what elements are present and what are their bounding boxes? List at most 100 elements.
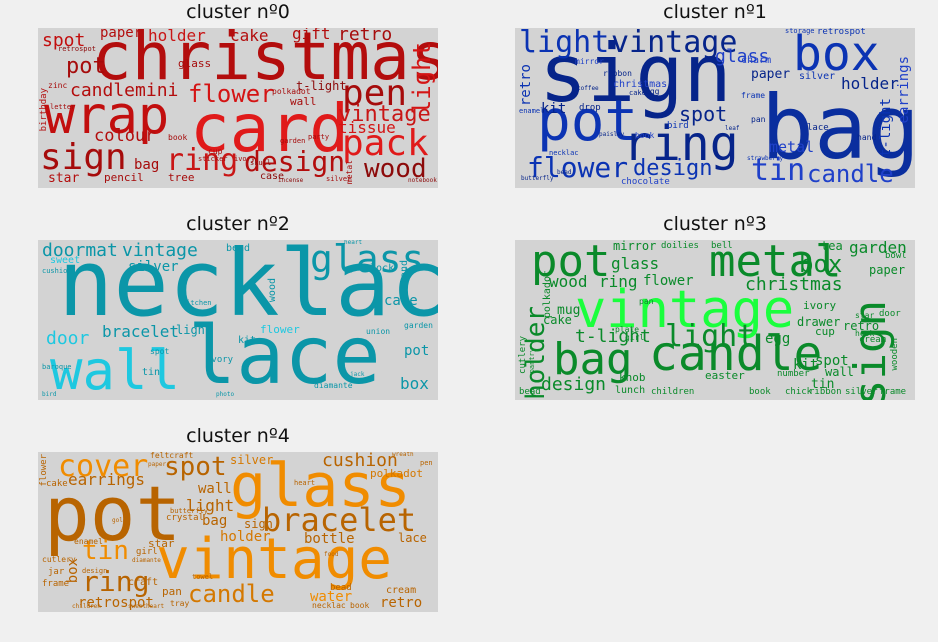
word: cake [384,293,418,309]
word: children [72,603,101,610]
word: pen [342,73,408,114]
word: cake [543,313,572,327]
word: cutlery [42,555,76,564]
word: chick [785,387,813,397]
word: vintage [611,28,738,60]
word-cloud: necklac lace wall glass doormat vintage … [38,240,438,400]
word: retro [518,64,534,107]
word: pan [751,115,766,124]
word: towel [192,573,214,581]
word: box [793,28,880,82]
word: book [749,387,771,397]
word: chocolate [621,177,670,187]
word: egg [765,331,791,347]
word: candle [807,160,894,188]
word: drop [579,103,601,113]
word: retro [843,319,880,333]
word: light [665,319,756,354]
word: ivory [803,299,837,312]
word: bead [519,387,541,397]
word: glass [178,57,212,70]
word: letter [50,103,76,111]
word: heart [294,479,316,487]
word: cushion [322,452,398,471]
word: retrospot [817,28,866,37]
word: retrospot [78,595,154,611]
word: frame [741,91,766,100]
word: wood [549,272,588,291]
word: flower [260,323,300,336]
word: sticker [198,155,228,163]
word: retrospot [58,45,96,53]
word: feltcraft [150,452,194,460]
word: glass [230,452,411,521]
word: sweet [50,255,81,266]
word: gold [112,517,127,524]
word: paper [100,28,143,41]
word: wood [364,154,427,184]
word: christmas [613,79,668,90]
cluster-panel-2: cluster nº2 necklac lace wall glass door… [38,213,438,430]
word: frame [879,387,907,397]
word: bead [226,243,251,254]
word: flower [188,80,275,108]
word: spot [164,452,227,482]
word: pot [537,89,639,154]
word: mirror [575,57,604,66]
word: case [260,171,285,182]
word: silver [230,453,274,467]
word: jar [48,567,65,577]
word: holder [220,529,271,545]
word: bead [557,169,572,176]
word: bird [42,391,57,398]
word: leaf [725,125,740,132]
word: metal [345,160,354,185]
word: ring [82,565,150,598]
word: pot [66,54,106,79]
word: book [635,131,655,140]
word: mug [557,303,581,318]
word: cup [815,325,835,338]
word: vintage [156,527,393,592]
cluster-title: cluster nº4 [186,425,290,447]
word: metal [709,240,842,287]
word: earrings [896,56,912,124]
word: gift [292,28,331,43]
word: cake [230,28,269,45]
word: pencil [104,171,144,184]
word: light [519,28,610,60]
cluster-panel-3: cluster nº3 vintage bag candle pot metal… [515,213,915,430]
word: tree [168,171,195,184]
word: bag [761,76,915,179]
word: glass [715,46,770,67]
cluster-title: cluster nº3 [663,213,767,235]
word: tin [751,153,806,188]
word: pot [404,343,430,359]
cluster-panel-4: cluster nº4 pot glass vintage bracelet c… [38,425,438,642]
word: paper [869,263,906,277]
word: polkadot [370,467,423,480]
word: vintage [575,280,795,340]
word-cloud: christmas card wrap sign pack ring desig… [38,28,438,188]
word: water [310,589,353,605]
word: tea [821,240,843,253]
word: tin [142,367,161,378]
word: wall [825,365,854,379]
word: number [777,369,810,379]
word: tissue [338,118,396,137]
word: diamante [314,381,353,390]
word: hand [857,133,877,142]
word: door [879,309,901,319]
word: coffee [577,85,599,92]
word: ribbon [809,387,842,397]
word: silver [128,259,179,275]
word: easter [705,369,745,382]
word: charm [741,55,772,66]
word: wooden [890,338,900,371]
word: spot [42,30,86,51]
word: pantry [528,348,536,374]
word: lunch [615,385,646,396]
word: tin [82,536,129,566]
word: box [799,250,843,278]
word: necklac [58,240,438,337]
